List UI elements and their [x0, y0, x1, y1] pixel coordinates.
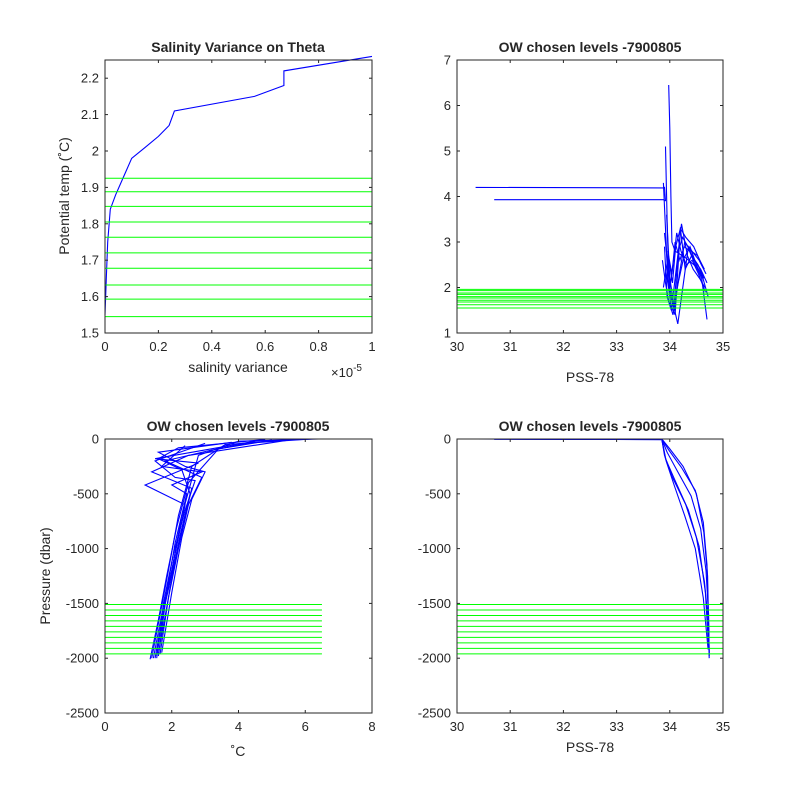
- x-tick-label: 32: [556, 719, 570, 734]
- chart-title: OW chosen levels -7900805: [147, 418, 330, 434]
- chart-title: Salinity Variance on Theta: [151, 39, 325, 55]
- x-tick-label: 0.8: [310, 339, 328, 354]
- axes-salinity-theta: OW chosen levels -7900805 PSS-78 30 31 32 3…: [444, 39, 730, 385]
- x-tick-label: 31: [503, 719, 517, 734]
- x-tick-label: 34: [663, 339, 677, 354]
- y-tick-label: 1: [444, 326, 451, 341]
- data-series-line: [662, 228, 705, 288]
- x-tick-label: 35: [716, 719, 730, 734]
- x-tick-label: 0.4: [203, 339, 221, 354]
- y-tick-label: -2500: [66, 706, 99, 721]
- plot-content: [457, 84, 723, 325]
- x-axis-label: salinity variance: [188, 359, 288, 375]
- axes-frame: [456, 438, 724, 714]
- axes-salinity-pressure: OW chosen levels -7900805 PSS-78 30 31 32 3…: [418, 418, 730, 755]
- y-axis-label: Potential temp (˚C): [56, 137, 72, 254]
- data-series-line: [663, 223, 706, 311]
- y-tick-label: 5: [444, 144, 451, 159]
- y-tick-label: 2: [444, 280, 451, 295]
- y-tick-label: 6: [444, 98, 451, 113]
- x-tick-label: 0.6: [256, 339, 274, 354]
- x-tick-label: 34: [663, 719, 677, 734]
- y-tick-label: 2.2: [81, 71, 99, 86]
- y-tick-label: -2000: [418, 651, 451, 666]
- y-tick-label: 1.6: [81, 289, 99, 304]
- x-tick-label: 31: [503, 339, 517, 354]
- x-axis-label: PSS-78: [566, 739, 614, 755]
- axes-salinity-variance: Salinity Variance on Theta salinity vari…: [56, 39, 376, 380]
- x-tick-label: 6: [302, 719, 309, 734]
- y-tick-label: 3: [444, 235, 451, 250]
- plot-content: [104, 55, 373, 318]
- x-tick-label: 2: [168, 719, 175, 734]
- x-tick-label: 1: [368, 339, 375, 354]
- data-series-line: [663, 232, 705, 311]
- y-tick-label: 2: [92, 144, 99, 159]
- chart-title: OW chosen levels -7900805: [499, 39, 682, 55]
- axes-frame: [104, 59, 373, 334]
- data-series-line: [661, 438, 710, 655]
- x-tick-label: 4: [235, 719, 242, 734]
- y-tick-label: 1.7: [81, 253, 99, 268]
- y-tick-label: -1000: [418, 541, 451, 556]
- y-tick-label: -2000: [66, 651, 99, 666]
- x-tick-label: 30: [450, 719, 464, 734]
- y-tick-label: -1500: [66, 596, 99, 611]
- data-series-line: [156, 441, 232, 653]
- data-series-line: [664, 232, 706, 293]
- data-series-line: [149, 438, 306, 660]
- x-tick-label: 35: [716, 339, 730, 354]
- data-series-line: [104, 55, 373, 315]
- y-tick-label: 0: [92, 432, 99, 447]
- x-tick-label: 32: [556, 339, 570, 354]
- y-tick-label: 1.8: [81, 216, 99, 231]
- x-tick-label: 30: [450, 339, 464, 354]
- y-tick-label: 0: [444, 432, 451, 447]
- plot-area: [457, 60, 723, 333]
- x-tick-label: 0: [101, 339, 108, 354]
- y-tick-label: 2.1: [81, 107, 99, 122]
- axes-temperature-pressure: OW chosen levels -7900805 ˚C Pressure (d…: [37, 418, 376, 759]
- y-tick-label: -500: [73, 486, 99, 501]
- x-tick-label: 33: [609, 719, 623, 734]
- plot-content: [457, 438, 723, 659]
- x-tick-label: 0.2: [149, 339, 167, 354]
- y-axis-label: Pressure (dbar): [37, 527, 53, 624]
- x-exponent-base: ×10: [331, 365, 353, 380]
- chart-title: OW chosen levels -7900805: [499, 418, 682, 434]
- data-series-line: [157, 438, 266, 654]
- y-tick-label: 1.9: [81, 180, 99, 195]
- y-tick-label: -1500: [418, 596, 451, 611]
- x-tick-label: 8: [368, 719, 375, 734]
- x-axis-label: PSS-78: [566, 369, 614, 385]
- x-exponent-power: -5: [353, 363, 362, 374]
- x-tick-label: 33: [609, 339, 623, 354]
- y-tick-label: 1.5: [81, 326, 99, 341]
- plot-area: [105, 439, 372, 713]
- x-exponent-label: ×10-5: [331, 363, 362, 380]
- y-tick-label: -2500: [418, 706, 451, 721]
- plot-area: [457, 439, 723, 713]
- data-series-line: [667, 241, 709, 297]
- plot-area: [105, 60, 372, 333]
- plot-content: [105, 438, 322, 660]
- x-axis-label: ˚C: [231, 743, 246, 759]
- y-tick-label: -500: [425, 486, 451, 501]
- data-series-line: [151, 438, 312, 659]
- y-tick-label: 7: [444, 53, 451, 68]
- data-series-line: [661, 438, 709, 650]
- data-series-line: [494, 199, 666, 202]
- y-tick-label: 4: [444, 189, 451, 204]
- data-series-line: [157, 445, 204, 657]
- x-tick-label: 0: [101, 719, 108, 734]
- y-tick-label: -1000: [66, 541, 99, 556]
